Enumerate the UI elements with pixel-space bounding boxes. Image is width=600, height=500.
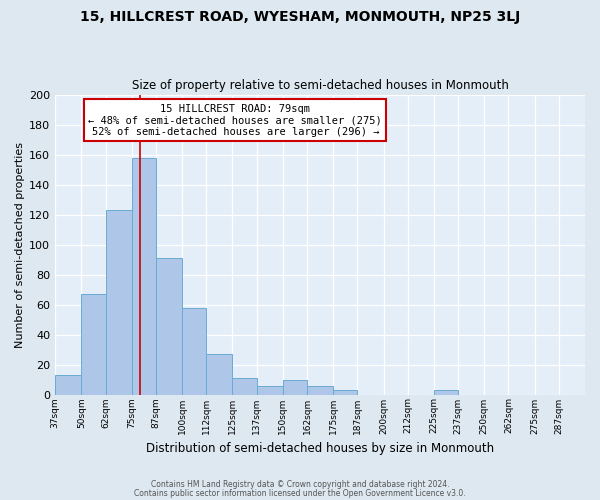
Bar [307, 386, 333, 394]
Bar [257, 386, 283, 394]
Bar [333, 390, 358, 394]
Bar [106, 210, 132, 394]
Title: Size of property relative to semi-detached houses in Monmouth: Size of property relative to semi-detach… [131, 79, 509, 92]
Bar [156, 258, 182, 394]
Bar [82, 294, 106, 394]
Bar [232, 378, 257, 394]
Text: 15 HILLCREST ROAD: 79sqm
← 48% of semi-detached houses are smaller (275)
52% of : 15 HILLCREST ROAD: 79sqm ← 48% of semi-d… [88, 104, 382, 137]
Bar [55, 375, 82, 394]
Text: Contains HM Land Registry data © Crown copyright and database right 2024.: Contains HM Land Registry data © Crown c… [151, 480, 449, 489]
Text: 15, HILLCREST ROAD, WYESHAM, MONMOUTH, NP25 3LJ: 15, HILLCREST ROAD, WYESHAM, MONMOUTH, N… [80, 10, 520, 24]
Y-axis label: Number of semi-detached properties: Number of semi-detached properties [15, 142, 25, 348]
Bar [132, 158, 156, 394]
Bar [283, 380, 307, 394]
Text: Contains public sector information licensed under the Open Government Licence v3: Contains public sector information licen… [134, 490, 466, 498]
Bar [206, 354, 232, 395]
Bar [182, 308, 206, 394]
Bar [434, 390, 458, 394]
X-axis label: Distribution of semi-detached houses by size in Monmouth: Distribution of semi-detached houses by … [146, 442, 494, 455]
